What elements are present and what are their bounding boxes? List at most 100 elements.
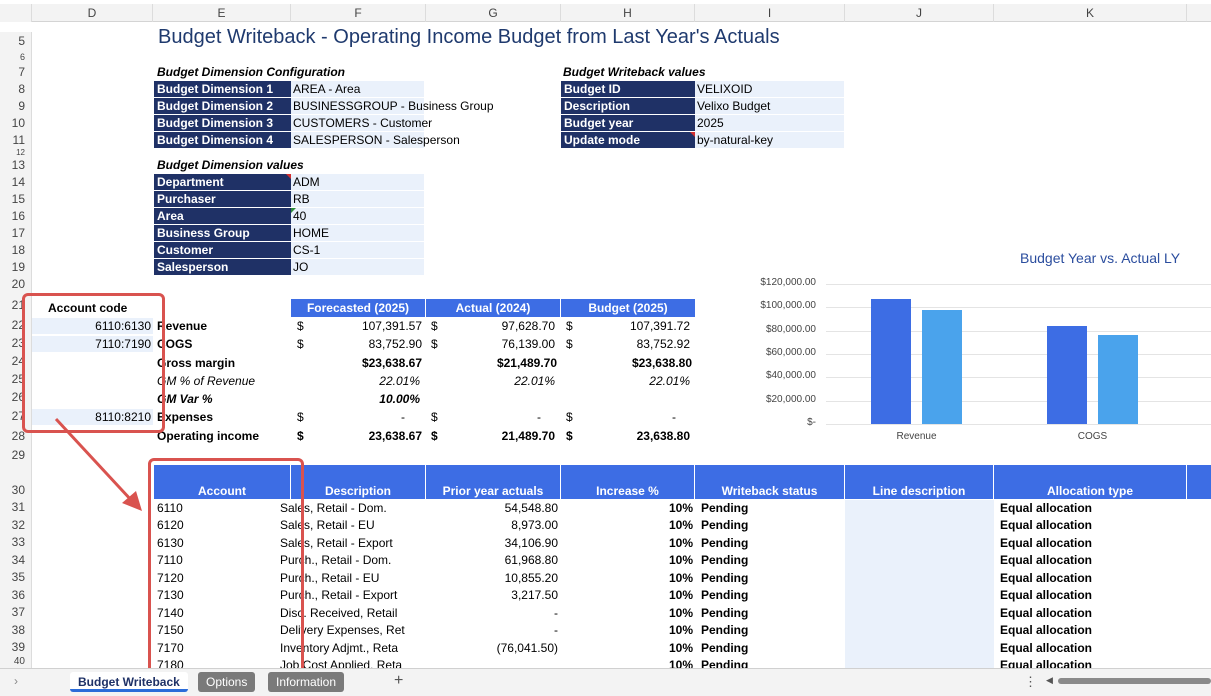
dim-values-label[interactable]: Salesperson xyxy=(154,259,291,276)
table-cell-prior-actuals[interactable]: - xyxy=(554,606,558,620)
row-header[interactable]: 40 xyxy=(0,656,32,668)
select-all-corner[interactable] xyxy=(0,4,32,22)
row-header[interactable]: 8 xyxy=(0,81,32,98)
dim-config-label[interactable]: Budget Dimension 1 xyxy=(154,81,291,98)
table-cell-increase[interactable]: 10% xyxy=(668,641,693,655)
summary-forecast-value[interactable]: $23,638.67 xyxy=(361,356,422,370)
column-header-e[interactable]: E xyxy=(153,4,291,22)
summary-forecast-value[interactable]: 107,391.57 xyxy=(361,319,422,333)
table-header-description[interactable]: Description xyxy=(291,465,426,499)
table-cell-prior-actuals[interactable]: 54,548.80 xyxy=(504,501,558,515)
dim-values-label[interactable]: Department xyxy=(154,174,291,191)
row-header[interactable]: 12 xyxy=(0,149,32,157)
table-cell-status[interactable]: Pending xyxy=(701,518,749,532)
summary-budget-value[interactable]: 23,638.80 xyxy=(636,429,690,443)
dim-values-value[interactable]: ADM xyxy=(291,174,424,191)
dim-values-value[interactable]: JO xyxy=(291,259,424,276)
table-cell-account[interactable]: 7180 xyxy=(157,658,184,668)
row-header[interactable]: 29 xyxy=(0,445,32,465)
dim-values-label[interactable]: Customer xyxy=(154,242,291,259)
table-cell-account[interactable]: 7120 xyxy=(157,571,184,585)
table-cell-increase[interactable]: 10% xyxy=(668,571,693,585)
column-header-k[interactable]: K xyxy=(994,4,1187,22)
table-cell-status[interactable]: Pending xyxy=(701,571,749,585)
row-header[interactable]: 37 xyxy=(0,604,32,621)
row-header[interactable]: 34 xyxy=(0,551,32,569)
table-cell-increase[interactable]: 10% xyxy=(668,518,693,532)
more-options-icon[interactable]: ⋮ xyxy=(1024,674,1037,689)
summary-forecast-value[interactable]: 10.00% xyxy=(379,392,420,406)
chart-bar[interactable] xyxy=(922,310,962,424)
table-cell-account[interactable]: 6120 xyxy=(157,518,184,532)
row-header[interactable]: 30 xyxy=(0,465,32,499)
dim-config-label[interactable]: Budget Dimension 2 xyxy=(154,98,291,115)
summary-forecast-value[interactable]: 83,752.90 xyxy=(368,337,422,351)
dim-values-value[interactable]: 40 xyxy=(291,208,424,225)
row-header[interactable]: 16 xyxy=(0,208,32,225)
table-cell-increase[interactable]: 10% xyxy=(668,501,693,515)
writeback-value[interactable]: 2025 xyxy=(695,115,844,132)
table-cell-increase[interactable]: 10% xyxy=(668,536,693,550)
row-header[interactable]: 10 xyxy=(0,115,32,132)
table-cell-allocation[interactable]: Equal allocation xyxy=(1000,623,1093,637)
table-cell-status[interactable]: Pending xyxy=(701,553,749,567)
table-cell-prior-actuals[interactable]: 34,106.90 xyxy=(504,536,558,550)
table-cell-description[interactable]: Delivery Expenses, Ret xyxy=(280,623,405,637)
table-header-line-description[interactable]: Line description xyxy=(845,465,994,499)
row-header[interactable]: 5 xyxy=(0,32,32,50)
row-header[interactable]: 31 xyxy=(0,499,32,516)
table-cell-allocation[interactable]: Equal allocation xyxy=(1000,588,1093,602)
table-cell-status[interactable]: Pending xyxy=(701,658,749,668)
table-cell-increase[interactable]: 10% xyxy=(668,658,693,668)
dim-config-label[interactable]: Budget Dimension 4 xyxy=(154,132,291,149)
row-header[interactable]: 17 xyxy=(0,225,32,242)
summary-budget-value[interactable]: 22.01% xyxy=(649,374,690,388)
writeback-value[interactable]: by-natural-key xyxy=(695,132,844,149)
table-cell-account[interactable]: 6110 xyxy=(157,501,183,515)
summary-actual-value[interactable]: 76,139.00 xyxy=(501,337,555,351)
dim-values-value[interactable]: CS-1 xyxy=(291,242,424,259)
summary-actual-value[interactable]: $21,489.70 xyxy=(496,356,557,370)
summary-forecast-value[interactable]: 22.01% xyxy=(379,374,420,388)
table-cell-allocation[interactable]: Equal allocation xyxy=(1000,536,1093,550)
dim-values-label[interactable]: Purchaser xyxy=(154,191,291,208)
table-cell-description[interactable]: Sales, Retail - Dom. xyxy=(280,501,387,515)
row-header[interactable]: 7 xyxy=(0,64,32,81)
table-cell-allocation[interactable]: Equal allocation xyxy=(1000,606,1093,620)
table-cell-allocation[interactable]: Equal allocation xyxy=(1000,658,1093,668)
comment-indicator[interactable] xyxy=(286,174,291,179)
dim-config-label[interactable]: Budget Dimension 3 xyxy=(154,115,291,132)
table-cell-prior-actuals[interactable]: (76,041.50) xyxy=(496,641,558,655)
writeback-label[interactable]: Update mode xyxy=(561,132,695,149)
row-header[interactable]: 38 xyxy=(0,621,32,639)
summary-budget-value[interactable]: $23,638.80 xyxy=(631,356,692,370)
table-cell-prior-actuals[interactable]: 61,968.80 xyxy=(504,553,558,567)
table-header-increase[interactable]: Increase % xyxy=(561,465,695,499)
line-description-column[interactable] xyxy=(845,500,994,668)
summary-header-forecast[interactable]: Forecasted (2025) xyxy=(291,299,425,317)
table-header-overflow[interactable] xyxy=(1187,465,1211,499)
tab-information[interactable]: Information xyxy=(268,672,345,692)
number-as-text-indicator[interactable] xyxy=(291,208,296,213)
table-cell-status[interactable]: Pending xyxy=(701,623,749,637)
table-cell-account[interactable]: 7170 xyxy=(157,641,184,655)
table-cell-description[interactable]: Inventory Adjmt., Reta xyxy=(280,641,399,655)
row-header[interactable]: 18 xyxy=(0,242,32,259)
table-cell-prior-actuals[interactable] xyxy=(426,657,558,668)
table-cell-allocation[interactable]: Equal allocation xyxy=(1000,553,1093,567)
table-cell-increase[interactable]: 10% xyxy=(668,606,693,620)
row-header[interactable]: 20 xyxy=(0,276,32,293)
comment-indicator[interactable] xyxy=(690,132,695,137)
chevron-right-icon[interactable]: › xyxy=(14,674,18,688)
summary-actual-value[interactable]: 22.01% xyxy=(514,374,555,388)
table-cell-account[interactable]: 7150 xyxy=(157,623,184,637)
dim-config-value[interactable]: CUSTOMERS - Customer xyxy=(291,115,521,132)
row-header[interactable]: 15 xyxy=(0,191,32,208)
column-header-f[interactable]: F xyxy=(291,4,426,22)
column-header-g[interactable]: G xyxy=(426,4,561,22)
table-cell-status[interactable]: Pending xyxy=(701,536,749,550)
writeback-label[interactable]: Budget year xyxy=(561,115,695,132)
row-header[interactable]: 9 xyxy=(0,98,32,115)
table-cell-account[interactable]: 7130 xyxy=(157,588,184,602)
table-cell-allocation[interactable]: Equal allocation xyxy=(1000,641,1093,655)
